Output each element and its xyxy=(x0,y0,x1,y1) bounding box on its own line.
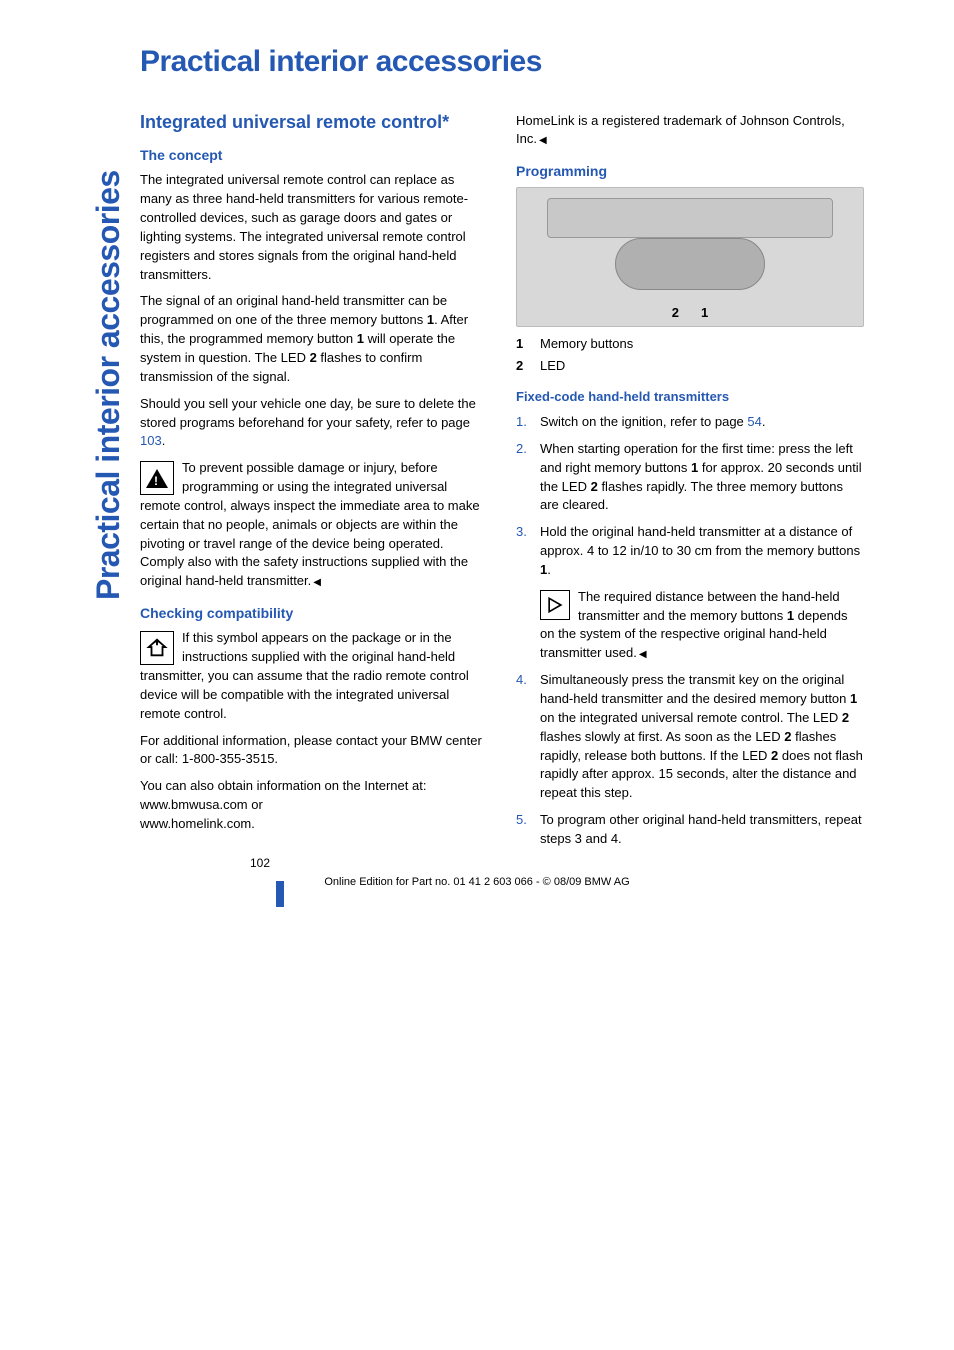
ref-num: 1 xyxy=(850,691,857,706)
text: Hold the original hand-held transmitter … xyxy=(540,524,860,558)
text: HomeLink is a registered trademark of Jo… xyxy=(516,113,845,147)
concept-paragraph-1: The integrated universal remote control … xyxy=(140,171,488,284)
footer-accent-bar xyxy=(276,881,284,907)
legend-label: LED xyxy=(540,357,565,376)
text: . xyxy=(162,433,166,448)
step-1: Switch on the ignition, refer to page 54… xyxy=(516,413,864,432)
page-title: Practical interior accessories xyxy=(140,40,864,84)
ref-num: 2 xyxy=(310,350,317,365)
legend-row: 1 Memory buttons xyxy=(516,335,864,354)
page-ref-link[interactable]: 103 xyxy=(140,433,162,448)
content-columns: Integrated universal remote control* The… xyxy=(140,112,864,857)
legend-row: 2 LED xyxy=(516,357,864,376)
ref-num: 2 xyxy=(842,710,849,725)
compatibility-block: If this symbol appears on the package or… xyxy=(140,629,488,723)
text: on the integrated universal remote contr… xyxy=(540,710,842,725)
mirror-diagram: 2 1 xyxy=(516,187,864,327)
legend-num: 1 xyxy=(516,335,530,354)
step-3: Hold the original hand-held transmitter … xyxy=(516,523,864,663)
compat-url-1: www.bmwusa.com or xyxy=(140,796,488,815)
legend-label: Memory buttons xyxy=(540,335,633,354)
text: The signal of an original hand-held tran… xyxy=(140,293,447,327)
ref-num: 1 xyxy=(357,331,364,346)
compat-internet: You can also obtain information on the I… xyxy=(140,777,488,796)
step-3-note: The required distance between the hand-h… xyxy=(540,588,864,663)
warning-block: To prevent possible damage or injury, be… xyxy=(140,459,488,591)
legend-num: 2 xyxy=(516,357,530,376)
figure-legend: 1 Memory buttons 2 LED xyxy=(516,335,864,376)
section-heading-remote: Integrated universal remote control* xyxy=(140,112,488,134)
figure-label-1: 1 xyxy=(701,304,708,323)
text: flashes slowly at first. As soon as the … xyxy=(540,729,784,744)
homelink-house-icon xyxy=(140,631,174,665)
figure-label-2: 2 xyxy=(672,304,679,323)
page-number: 102 xyxy=(250,855,270,872)
page-ref-link[interactable]: 54 xyxy=(747,414,761,429)
tip-arrow-icon xyxy=(540,590,570,620)
text: . xyxy=(547,562,551,577)
compat-contact: For additional information, please conta… xyxy=(140,732,488,770)
step-5: To program other original hand-held tran… xyxy=(516,811,864,849)
text: Switch on the ignition, refer to page xyxy=(540,414,747,429)
left-column: Integrated universal remote control* The… xyxy=(140,112,488,857)
subheading-programming: Programming xyxy=(516,161,864,181)
ref-num: 1 xyxy=(787,608,794,623)
text: Simultaneously press the transmit key on… xyxy=(540,672,850,706)
subheading-fixed-code: Fixed-code hand-held transmitters xyxy=(516,388,864,407)
warning-icon xyxy=(140,461,174,495)
text: . xyxy=(762,414,766,429)
trademark-notice: HomeLink is a registered trademark of Jo… xyxy=(516,112,864,150)
compat-text: If this symbol appears on the package or… xyxy=(140,630,469,720)
concept-paragraph-3: Should you sell your vehicle one day, be… xyxy=(140,395,488,452)
ref-num: 2 xyxy=(591,479,598,494)
text: Should you sell your vehicle one day, be… xyxy=(140,396,476,430)
step-4: Simultaneously press the transmit key on… xyxy=(516,671,864,803)
concept-paragraph-2: The signal of an original hand-held tran… xyxy=(140,292,488,386)
right-column: HomeLink is a registered trademark of Jo… xyxy=(516,112,864,857)
subheading-concept: The concept xyxy=(140,145,488,165)
footer-text: Online Edition for Part no. 01 41 2 603 … xyxy=(0,875,954,891)
sidebar-section-label: Practical interior accessories xyxy=(85,170,131,600)
compat-url-2: www.homelink.com. xyxy=(140,815,488,834)
programming-steps: Switch on the ignition, refer to page 54… xyxy=(516,413,864,849)
step-2: When starting operation for the first ti… xyxy=(516,440,864,515)
subheading-compatibility: Checking compatibility xyxy=(140,603,488,623)
warning-text: To prevent possible damage or injury, be… xyxy=(140,460,480,588)
